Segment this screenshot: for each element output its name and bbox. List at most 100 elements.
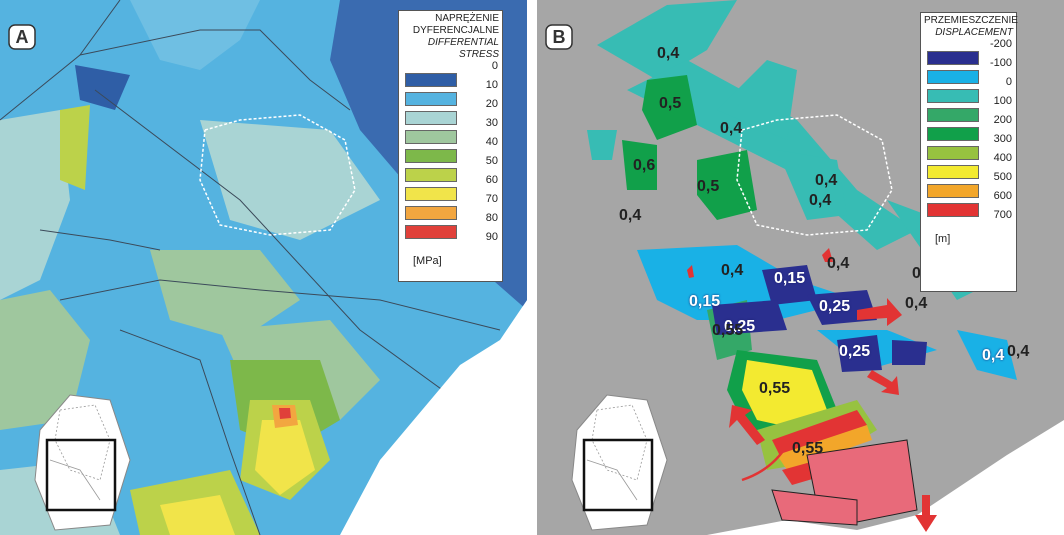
locator-inset: [571, 394, 668, 531]
fault-line: [39, 229, 161, 251]
fault-line: [59, 279, 501, 331]
legend-label: 70: [485, 193, 498, 205]
displacement-value-label: 0,4: [827, 255, 850, 272]
red-arrow: [729, 405, 765, 445]
displacement-value-label: 0,15: [689, 293, 721, 310]
fault-line: [94, 89, 471, 411]
stress-zone-60-southwest: [160, 495, 235, 535]
legend-row: 80: [403, 212, 498, 239]
displacement-value-label: 0,4: [982, 347, 1005, 364]
legend-label: 200: [993, 114, 1012, 126]
legend-rows: 0 10 20 30 40 50 60 70 80 90: [399, 60, 502, 255]
legend-row: 300: [925, 133, 1012, 160]
legend-label: 60: [485, 174, 498, 186]
legend-row: 40: [403, 136, 498, 163]
displacement-value-label: 0,5: [697, 178, 720, 195]
legend-label: 10: [485, 79, 498, 91]
displacement-value-label: 0,6: [633, 157, 656, 174]
displacement-value-label: 0,25: [724, 318, 756, 335]
panel-letter-badge: A: [8, 24, 36, 50]
displacement-zone-minus100-east: [957, 330, 1017, 380]
panel-a-stress-map: A NAPRĘŻENIE DYFERENCJALNE DIFFERENTIAL …: [0, 0, 527, 535]
legend-label: 100: [993, 95, 1012, 107]
stress-zone-60-south: [255, 420, 315, 495]
legend-title-pl-2: DYFERENCJALNE: [412, 25, 499, 36]
legend-label: 40: [485, 136, 498, 148]
displacement-zone-400-south: [742, 360, 827, 430]
legend-label: 80: [485, 212, 498, 224]
displacement-value-label: 0,4: [619, 207, 642, 224]
legend-swatch: [405, 187, 457, 201]
stress-zone-20-west: [0, 110, 70, 300]
displacement-value-label: 0,25: [839, 343, 871, 360]
legend-swatch: [927, 70, 979, 84]
legend-row: 90: [403, 231, 498, 253]
legend-label: -200: [989, 38, 1012, 50]
red-arrow: [915, 495, 937, 532]
legend-row: 20: [403, 98, 498, 125]
displacement-value-label: 0,55: [792, 440, 824, 457]
locator-frame: [45, 438, 117, 512]
legend-rows: -200 -100 0 100 200 300 400 500 600 700: [921, 38, 1016, 233]
legend-title-en: DISPLACEMENT: [935, 27, 1013, 38]
legend-row: 60: [403, 174, 498, 201]
legend-unit: [MPa]: [413, 255, 442, 267]
displacement-value-label: 0,4: [657, 45, 680, 62]
panel-letter: A: [16, 27, 29, 47]
legend-swatch: [927, 108, 979, 122]
legend-label: 600: [993, 190, 1012, 202]
legend-swatch: [405, 168, 457, 182]
locator-inset: [34, 394, 131, 531]
legend-row: -200: [925, 38, 1012, 65]
panel-letter-badge: B: [545, 24, 573, 50]
displacement-value-label: 0,5: [659, 95, 682, 112]
legend-label: 400: [993, 152, 1012, 164]
legend-swatch: [927, 127, 979, 141]
legend-swatch: [927, 146, 979, 160]
legend-swatch: [405, 73, 457, 87]
legend-row: 70: [403, 193, 498, 220]
displacement-zone-minus200-d: [837, 335, 882, 372]
legend-swatch: [927, 165, 979, 179]
legend-swatch: [405, 206, 457, 220]
legend-swatch: [405, 111, 457, 125]
stress-zone-30-southwest: [0, 290, 90, 430]
legend-label: 20: [485, 98, 498, 110]
displacement-value-label: 0,55: [712, 322, 744, 339]
displacement-zone-minus200-c: [712, 300, 787, 335]
legend-swatch: [927, 203, 979, 217]
displacement-zone-minus200-a: [762, 265, 817, 305]
legend-label: 300: [993, 133, 1012, 145]
legend-swatch: [405, 92, 457, 106]
legend-label: 0: [1005, 76, 1012, 88]
panel-letter: B: [553, 27, 566, 47]
rigid-block-west: [771, 489, 858, 526]
displacement-zone-200-b: [622, 140, 657, 190]
legend-row: 500: [925, 171, 1012, 198]
stress-zone-20-center: [200, 120, 380, 240]
displacement-zone-0-center: [777, 150, 847, 220]
legend-row: 0: [403, 60, 498, 87]
displacement-value-label: 0,4: [721, 262, 744, 279]
displacement-legend: PRZEMIESZCZENIE DISPLACEMENT -200 -100 0 10…: [920, 12, 1018, 292]
legend-label: 0: [491, 60, 498, 72]
displacement-zone-0-north: [597, 0, 737, 80]
legend-label: 30: [485, 117, 498, 129]
fault-line: [79, 29, 351, 111]
displacement-zone-200-a: [642, 75, 697, 140]
legend-swatch: [405, 130, 457, 144]
displacement-value-label: 0,25: [819, 298, 851, 315]
stress-legend: NAPRĘŻENIE DYFERENCJALNE DIFFERENTIAL ST…: [398, 10, 503, 282]
displacement-value-label: 0,4: [1007, 343, 1030, 360]
legend-row: 100: [925, 95, 1012, 122]
displacement-zone-minus200-e: [892, 340, 927, 365]
red-arrow: [822, 248, 833, 262]
displacement-value-label: 0,4: [905, 295, 928, 312]
legend-title-en-2: STRESS: [458, 49, 499, 60]
displacement-zone-500-band: [777, 425, 872, 470]
legend-row: 10: [403, 79, 498, 106]
displacement-value-label: 0,4: [809, 192, 832, 209]
poland-border-outline: [736, 114, 893, 236]
legend-row: 200: [925, 114, 1012, 141]
legend-swatch: [405, 149, 457, 163]
